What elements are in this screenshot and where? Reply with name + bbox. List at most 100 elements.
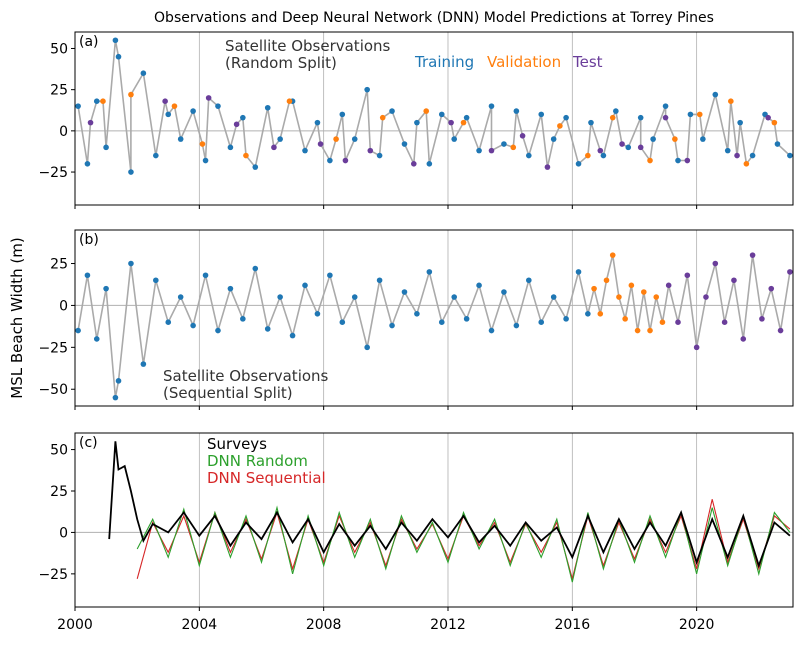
point-test [544,164,551,170]
point-validation [557,123,563,129]
point-test [777,327,784,334]
point-training [215,327,221,334]
point-training [140,70,147,76]
point-training [327,157,333,164]
point-training [401,289,408,295]
point-test [488,147,495,154]
point-training [227,144,234,151]
x-tick-label: 2020 [679,617,715,633]
point-training [93,98,100,104]
point-test [597,147,604,154]
point-training [575,269,582,275]
point-test [703,294,709,300]
point-test [675,319,681,325]
point-training [414,119,420,126]
y-tick-label: −50 [38,382,68,398]
point-training [476,282,482,289]
point-training [749,152,756,159]
point-validation [653,294,660,300]
point-test [662,114,669,121]
point-training [625,144,632,151]
point-validation [641,289,647,295]
point-training [550,294,557,300]
annotation-line-2: (Sequential Split) [163,384,293,402]
point-training [327,272,333,279]
point-validation [609,114,616,121]
point-validation [100,98,106,104]
point-training [177,294,184,300]
point-test [740,336,747,342]
point-training [376,277,383,284]
point-training [575,161,582,167]
legend-test: Test [572,53,603,71]
point-validation [622,316,628,322]
y-tick-label: 50 [50,443,68,459]
point-training [538,319,545,325]
point-training [128,169,134,175]
point-test [765,114,771,121]
point-validation [743,161,750,167]
point-training [103,144,109,151]
x-tick-label: 2004 [182,617,218,633]
panel-a-random-split: −25 0 25 50 (a) Satellite Observations(Random… [38,31,794,209]
panel-label: (a) [79,34,99,50]
point-training [190,322,196,329]
y-tick-label: 25 [50,83,68,99]
observation-connecting-line [77,254,791,398]
point-validation [672,136,678,142]
y-tick-label: 0 [59,525,68,541]
point-training [252,265,259,272]
point-training [538,111,545,118]
point-training [463,316,470,322]
point-validation [647,327,653,334]
point-training [112,37,119,44]
point-training [588,119,594,126]
point-training [488,327,495,334]
point-validation [286,98,293,104]
point-test [367,147,374,154]
panel-b-sequential-split: −50 −25 0 25 (b) Satellite Observations(Seque… [38,229,794,410]
axes-frame [74,31,794,206]
point-test [410,161,417,167]
point-training [675,157,681,164]
axes-frame [74,229,794,407]
point-validation [171,103,178,109]
point-training [264,104,271,111]
point-test [162,98,168,104]
point-training [75,327,81,334]
point-test [87,119,94,126]
point-training [153,277,159,284]
point-training [190,108,196,114]
point-validation [696,111,703,118]
point-training [662,103,669,109]
legend-surveys: Surveys [207,435,267,453]
point-training [526,152,532,159]
point-training [401,141,408,147]
point-validation [591,285,597,292]
point-validation [333,136,339,142]
point-training [787,152,793,159]
point-test [342,157,349,164]
x-tick-label: 2016 [554,617,590,633]
point-test [317,141,324,147]
point-test [712,260,719,267]
y-tick-label: −25 [38,567,68,583]
point-test [519,133,526,139]
point-training [314,311,321,317]
point-test [684,157,691,164]
point-training [202,272,209,279]
point-test [637,144,644,151]
point-training [215,103,221,109]
point-training [112,394,119,401]
legend-training: Training [414,53,474,71]
point-training [84,272,91,279]
point-test [271,144,277,151]
point-training [774,141,781,147]
point-training [227,285,234,292]
point-training [700,136,706,142]
point-training [737,119,743,126]
y-tick-label: 0 [59,124,68,140]
point-training [339,319,346,325]
point-training [637,114,644,121]
